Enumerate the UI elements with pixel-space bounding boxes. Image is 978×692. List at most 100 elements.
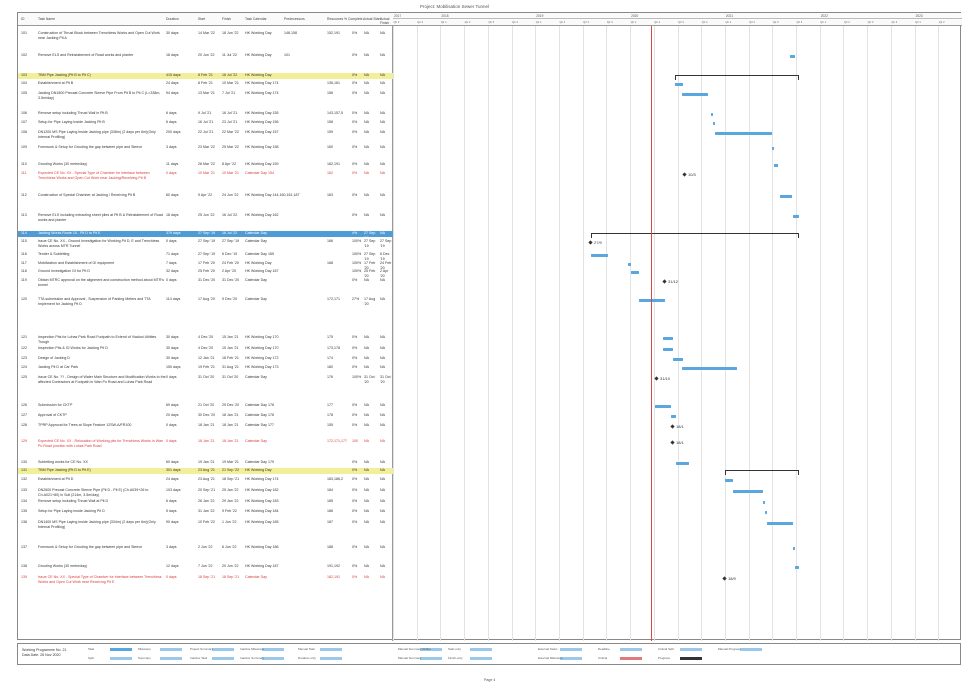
col-predecessors[interactable]: Predecessors: [284, 17, 305, 21]
col-duration[interactable]: Duration: [166, 17, 179, 21]
task-bar[interactable]: [682, 367, 737, 370]
table-row[interactable]: 111 Expected CE No. XX - Special Type of …: [18, 171, 393, 181]
task-calendar: HK Working Day 183: [245, 499, 279, 503]
task-bar[interactable]: [763, 501, 765, 504]
table-row[interactable]: 123 Design of Jacking D 30 days 12 Jan '21 1…: [18, 356, 393, 362]
task-bar[interactable]: [790, 55, 795, 58]
table-row[interactable]: 128 TPRP Approval for Trees at Slope Feat…: [18, 423, 393, 433]
task-bar[interactable]: [725, 479, 733, 482]
diamond-icon: [662, 279, 667, 284]
table-row[interactable]: 113 Remove ELS including extracting sheet…: [18, 213, 393, 223]
task-bar[interactable]: [733, 490, 763, 493]
task-bar[interactable]: [639, 299, 665, 302]
table-row[interactable]: 114 Jacking Works Route 10 - Pit D to Pit…: [18, 231, 393, 240]
task-bar[interactable]: [713, 122, 715, 125]
table-row[interactable]: 119 Obtain MTRC approval on the alignment…: [18, 278, 393, 288]
milestone-marker[interactable]: 31/12: [662, 279, 678, 284]
table-row[interactable]: 101 Construction of Thrust Block between …: [18, 31, 393, 42]
task-bar[interactable]: [671, 415, 676, 418]
task-resources: 162: [327, 171, 333, 175]
table-row[interactable]: 109 Formwork & Setup for Grouting the gap…: [18, 145, 393, 155]
quarter-gridline: [535, 26, 537, 641]
milestone-marker[interactable]: 27/9: [588, 240, 602, 245]
task-bar[interactable]: [711, 113, 713, 116]
table-row[interactable]: 122 Inspection Pits & GI Works for Jackin…: [18, 346, 393, 352]
task-bar[interactable]: [772, 147, 774, 150]
col-finish[interactable]: Finish: [222, 17, 232, 21]
milestone-marker[interactable]: 18/1: [670, 440, 684, 445]
year-label-2021: 2021: [725, 14, 733, 18]
task-bar[interactable]: [628, 263, 631, 266]
table-row[interactable]: 112 Construction of Special Chamber at Ja…: [18, 193, 393, 204]
task-bar[interactable]: [663, 348, 673, 351]
milestone-marker[interactable]: 18/1: [670, 424, 684, 429]
table-row[interactable]: 125 Issue CE No. ?? - Design of Water Mai…: [18, 375, 393, 389]
table-row[interactable]: 121 Inspection Pits for Lohas Park Road F…: [18, 335, 393, 345]
table-row[interactable]: 132 Establishment at Pit D 24 days 23 Aug '…: [18, 477, 393, 483]
col-actual-finish[interactable]: Actual Finish: [380, 17, 390, 25]
task-bar[interactable]: [793, 547, 795, 550]
task-bar[interactable]: [774, 164, 778, 167]
col-id[interactable]: ID: [21, 17, 25, 21]
col-task-name[interactable]: Task Name: [38, 17, 55, 21]
task-bar[interactable]: [655, 405, 671, 408]
task-bar[interactable]: [631, 271, 639, 274]
task-bar[interactable]: [675, 83, 683, 86]
table-row[interactable]: 135 Setup for Pipe Laying inside Jacking …: [18, 509, 393, 515]
table-row[interactable]: 134 Remove setup including Thrust Wall at…: [18, 499, 393, 505]
task-bar[interactable]: [673, 358, 683, 361]
col-pct-complete[interactable]: % Complete: [344, 17, 363, 21]
summary-bar[interactable]: [591, 233, 799, 239]
table-row[interactable]: 137 Formwork & Setup for Grouting the gap…: [18, 545, 393, 555]
table-row[interactable]: 133 DN2600 Precast Concrete Sleeve Pipe (…: [18, 488, 393, 502]
table-row[interactable]: 107 Setup for Pipe Laying Inside Jacking …: [18, 120, 393, 126]
year-label-2018: 2018: [441, 14, 449, 18]
task-bar[interactable]: [663, 337, 673, 340]
table-row[interactable]: 110 Grouting Works (30 metre/day) 11 days 2…: [18, 162, 393, 168]
quarter-gridline: [653, 26, 655, 641]
milestone-marker[interactable]: 31/10: [654, 376, 670, 381]
table-row[interactable]: 108 DN1200 MS Pipe Laying inside Jacking …: [18, 130, 393, 140]
summary-bar[interactable]: [675, 75, 799, 81]
table-row[interactable]: 117 Mobilization and Establishment of GI …: [18, 261, 393, 270]
table-row[interactable]: 136 DN1400 MS Pipe Laying inside Jacking …: [18, 520, 393, 530]
table-row[interactable]: 138 Grouting Works (30 metre/day) 12 days 7…: [18, 564, 393, 570]
table-row[interactable]: 118 Ground Investigation GI for Pit D 32 d…: [18, 269, 393, 278]
task-bar[interactable]: [765, 511, 767, 514]
col-start[interactable]: Start: [198, 17, 206, 21]
table-row[interactable]: 126 Submission for CKTP 69 days 21 Oct '20 2…: [18, 403, 393, 409]
table-row[interactable]: 106 Remove setup including Thrust Wall in…: [18, 111, 393, 117]
table-row[interactable]: 130 Subletting works for CE No. XX 60 days…: [18, 460, 393, 466]
task-bar[interactable]: [793, 215, 799, 218]
table-row[interactable]: 127 Approval of CKTP 20 days 30 Dec '20 18 J…: [18, 413, 393, 419]
task-start: 27 Sep '19: [198, 239, 216, 243]
table-row[interactable]: 139 Issue CE No. XX - Special Type of Cha…: [18, 575, 393, 589]
task-actual-start: NA: [364, 439, 369, 443]
table-row[interactable]: 102 Remove ELS and Reinstatement of Road …: [18, 53, 393, 64]
task-bar[interactable]: [591, 254, 608, 257]
summary-bar[interactable]: [725, 470, 799, 476]
table-row[interactable]: 103 TBM Pipe Jacking (Pit B to Pit C) 415 …: [18, 73, 393, 79]
milestone-marker[interactable]: 18/9: [722, 576, 736, 581]
task-bar[interactable]: [795, 566, 799, 569]
col-actual-start[interactable]: Actual Start: [363, 17, 381, 21]
table-row[interactable]: 115 Issue CE No. XX - Ground Investigatio…: [18, 239, 393, 249]
task-bar[interactable]: [676, 462, 689, 465]
task-resources: 173,178: [327, 346, 340, 350]
task-bar[interactable]: [682, 93, 708, 96]
table-row[interactable]: 129 Expected CE No. XX - Relocation of Wo…: [18, 439, 393, 453]
milestone-marker[interactable]: 10/3: [682, 172, 696, 177]
col-calendar[interactable]: Task Calendar: [245, 17, 267, 21]
task-bar[interactable]: [715, 132, 772, 135]
task-finish: 7 Jul '21: [222, 91, 236, 95]
table-row[interactable]: 120 TTA submission and Approval , Suspens…: [18, 297, 393, 307]
table-row[interactable]: 124 Jacking Pit D at Car Park 150 days 19 F…: [18, 365, 393, 371]
table-row[interactable]: 104 Establishment at Pit B 24 days 8 Feb '2…: [18, 81, 393, 87]
table-row[interactable]: 131 TBM Pipe Jacking (Pit D to Pit E) 301 …: [18, 468, 393, 474]
legend-swatch: [320, 657, 342, 660]
task-bar[interactable]: [780, 195, 792, 198]
task-bar[interactable]: [767, 522, 793, 525]
col-resources[interactable]: Resources: [327, 17, 344, 21]
table-row[interactable]: 105 Jacking DN1800 Precast Concrete Sleev…: [18, 91, 393, 101]
table-row[interactable]: 116 Tender & Subletting 71 days 27 Sep '19 6…: [18, 252, 393, 261]
